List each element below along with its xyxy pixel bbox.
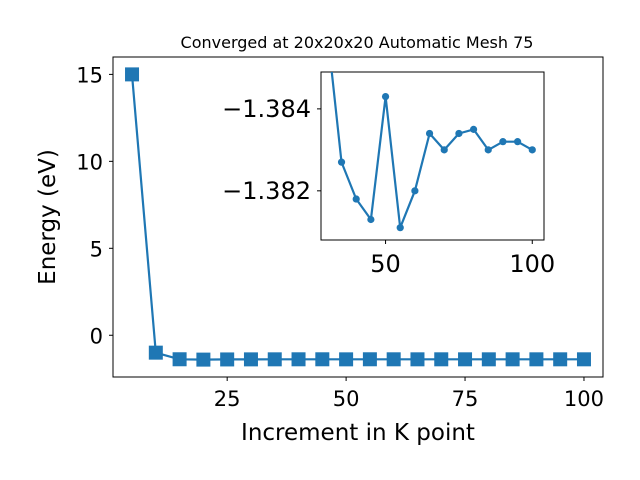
inset-data-point [469,125,478,133]
main-y-ticks: 15 10 5 0 [76,63,113,348]
inset-data-point [513,138,522,146]
main-x-ticks: 25 50 75 100 [214,377,604,411]
main-data-point [576,352,591,367]
main-data-point [243,352,258,367]
main-data-point [529,352,544,367]
inset-data-point [411,187,419,195]
inset-x-ticks: 50 100 [370,240,555,278]
main-y-tick-label: 15 [76,63,103,87]
main-x-tick-label: 100 [564,387,604,411]
main-y-tick-label: 0 [90,324,103,348]
main-x-tick-label: 25 [214,387,241,411]
main-data-point [386,352,401,367]
inset-data-point [367,215,375,224]
main-data-point [125,67,140,82]
main-data-point [196,352,211,367]
inset-x-tick-label: 50 [370,250,401,278]
main-data-point [553,352,568,367]
inset-axes: 50 100 −1.384 −1.382 [222,23,555,278]
inset-data-point [499,138,507,146]
chart-title: Converged at 20x20x20 Automatic Mesh 75 [181,33,534,52]
inset-data-point [455,129,463,138]
inset-data-point [440,146,448,154]
inset-plot-area [320,71,545,241]
main-data-point [172,352,187,367]
main-data-point [291,352,306,367]
main-data-point [458,352,473,367]
inset-series [323,23,536,232]
inset-y-tick-label: −1.384 [222,95,311,123]
main-series [125,67,591,367]
main-y-tick-label: 10 [76,150,103,174]
main-y-tick-label: 5 [90,237,103,261]
inset-data-point [337,158,346,166]
inset-data-point [528,146,536,154]
main-data-point [481,352,496,367]
inset-data-point [323,23,330,30]
inset-y-tick-label: −1.382 [222,177,311,205]
main-data-point [148,345,163,360]
inset-y-ticks: −1.384 −1.382 [222,95,321,205]
inset-data-point [352,195,360,203]
inset-data-point [425,129,434,138]
y-axis-label: Energy (eV) [35,149,61,285]
main-x-tick-label: 50 [333,387,360,411]
main-data-point [434,352,449,367]
main-data-point [339,352,354,367]
main-data-point [267,352,282,367]
x-axis-label: Increment in K point [241,420,475,446]
main-data-point [505,352,520,367]
inset-data-point [381,92,390,101]
inset-x-tick-label: 100 [509,250,555,278]
inset-data-point [484,146,492,154]
main-data-point [362,352,377,367]
inset-data-point [396,224,404,232]
main-data-point [410,352,425,367]
main-x-tick-label: 75 [452,387,479,411]
main-data-point [220,352,235,367]
main-data-point [315,352,330,367]
